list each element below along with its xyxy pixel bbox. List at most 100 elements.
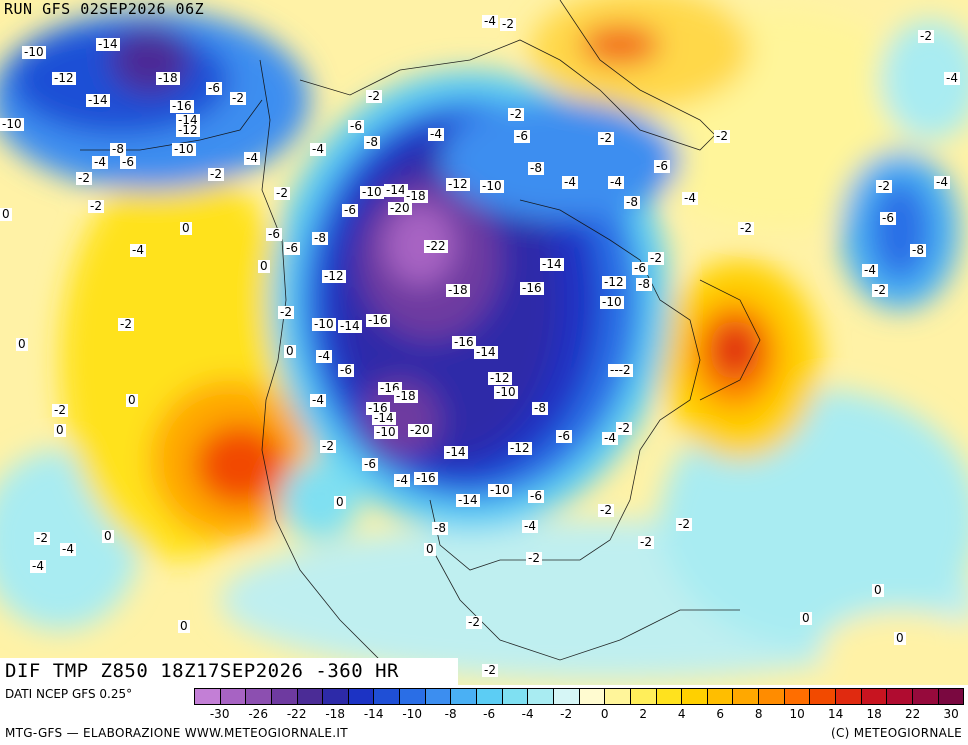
map-value-label: -16 [366, 401, 390, 415]
color-swatch [707, 689, 734, 704]
map-value-label: -10 [494, 385, 518, 399]
color-swatch [400, 689, 426, 704]
map-value-label: -2 [616, 421, 632, 435]
color-swatch [246, 689, 272, 704]
map-value-label: -4 [92, 155, 108, 169]
map-value-label: -10 [22, 45, 46, 59]
map-value-label: 0 [16, 337, 28, 351]
map-value-label: -14 [372, 411, 396, 425]
map-value-label: -2 [676, 517, 692, 531]
color-swatch [861, 689, 888, 704]
map-value-label: -8 [432, 521, 448, 535]
map-value-label: -12 [446, 177, 470, 191]
scale-tick-label: -8 [444, 707, 457, 721]
map-value-label: -2 [320, 439, 336, 453]
map-value-label: -2 [466, 615, 482, 629]
map-value-label: -8 [636, 277, 652, 291]
map-value-label: -8 [312, 231, 328, 245]
map-value-label: 0 [126, 393, 138, 407]
map-value-label: -16 [414, 471, 438, 485]
map-value-label: -4 [428, 127, 444, 141]
map-value-label: -14 [96, 37, 120, 51]
map-value-label: 0 [180, 221, 192, 235]
map-value-label: 0 [284, 344, 296, 358]
map-value-label: -6 [348, 119, 364, 133]
map-value-label: -12 [488, 371, 512, 385]
scale-tick-label: -2 [560, 707, 573, 721]
temperature-anomaly-map: RUN GFS 02SEP2026 06Z -10 -14 -12 -18 -14 -16… [0, 0, 968, 685]
color-swatch [297, 689, 324, 704]
map-value-label: -2 [76, 171, 92, 185]
map-value-label: 0 [102, 529, 114, 543]
map-value-label: -2 [274, 186, 290, 200]
color-swatch [682, 689, 708, 704]
map-value-label: -2 [208, 167, 224, 181]
map-value-label: -20 [408, 423, 432, 437]
map-value-label: -4 [602, 431, 618, 445]
map-value-label: -4 [682, 191, 698, 205]
scale-tick-label: 18 [866, 707, 882, 721]
map-value-label: -10 [600, 295, 624, 309]
map-value-label: -4 [310, 393, 326, 407]
map-value-label: -2 [648, 251, 664, 265]
map-value-label: -4 [862, 263, 878, 277]
map-value-label: 0 [800, 611, 812, 625]
map-value-label: -2 [714, 129, 730, 143]
map-value-label: -6 [120, 155, 136, 169]
map-value-label: -4 [562, 175, 578, 189]
map-value-label: -6 [654, 159, 670, 173]
map-canvas [0, 0, 968, 685]
map-value-label: -16 [452, 335, 476, 349]
map-value-label: -6 [528, 489, 544, 503]
color-swatch [630, 689, 657, 704]
color-swatch [502, 689, 529, 704]
map-value-label: -12 [602, 275, 626, 289]
data-source-label: DATI NCEP GFS 0.25° [5, 687, 133, 701]
scale-tick-label: 14 [828, 707, 844, 721]
scale-tick-label: 2 [639, 707, 647, 721]
scale-tick-label: -14 [363, 707, 384, 721]
map-value-label: -14 [86, 93, 110, 107]
map-value-label: -14 [384, 183, 408, 197]
color-swatch [938, 689, 964, 704]
map-value-label: -2 [918, 29, 934, 43]
map-value-label: -6 [880, 211, 896, 225]
map-value-label: -2 [738, 221, 754, 235]
color-swatch [912, 689, 939, 704]
map-value-label: ---2 [608, 363, 633, 377]
map-value-label: -16 [520, 281, 544, 295]
map-value-label: -6 [266, 227, 282, 241]
map-value-label: -2 [598, 503, 614, 517]
color-swatch [220, 689, 247, 704]
map-value-label: -14 [474, 345, 498, 359]
map-value-label: -18 [394, 389, 418, 403]
scale-tick-label: 4 [677, 707, 686, 721]
map-value-label: 0 [872, 583, 884, 597]
map-value-label: -2 [34, 531, 50, 545]
color-swatch [425, 689, 452, 704]
map-value-label: -14 [338, 319, 362, 333]
map-value-label: -4 [482, 14, 498, 28]
map-value-label: -10 [374, 425, 398, 439]
map-value-label: -18 [446, 283, 470, 297]
scale-tick-label: -22 [286, 707, 307, 721]
map-value-label: -4 [394, 473, 410, 487]
map-value-label: -2 [52, 403, 68, 417]
map-value-label: -10 [0, 117, 24, 131]
map-value-label: -8 [110, 142, 126, 156]
map-value-label: -10 [360, 185, 384, 199]
map-value-label: 0 [424, 542, 436, 556]
map-value-label: -16 [170, 99, 194, 113]
map-value-label: -2 [598, 131, 614, 145]
map-value-label: -4 [316, 349, 332, 363]
color-swatch [759, 689, 785, 704]
scale-tick-label: 0 [600, 707, 609, 721]
map-value-label: -12 [508, 441, 532, 455]
footer-copyright: (C) METEOGIORNALE [830, 726, 962, 740]
color-swatch [656, 689, 683, 704]
scale-tick-label: -6 [483, 707, 496, 721]
color-swatch [733, 689, 760, 704]
color-swatch [348, 689, 375, 704]
color-swatch [836, 689, 862, 704]
color-swatch [605, 689, 631, 704]
